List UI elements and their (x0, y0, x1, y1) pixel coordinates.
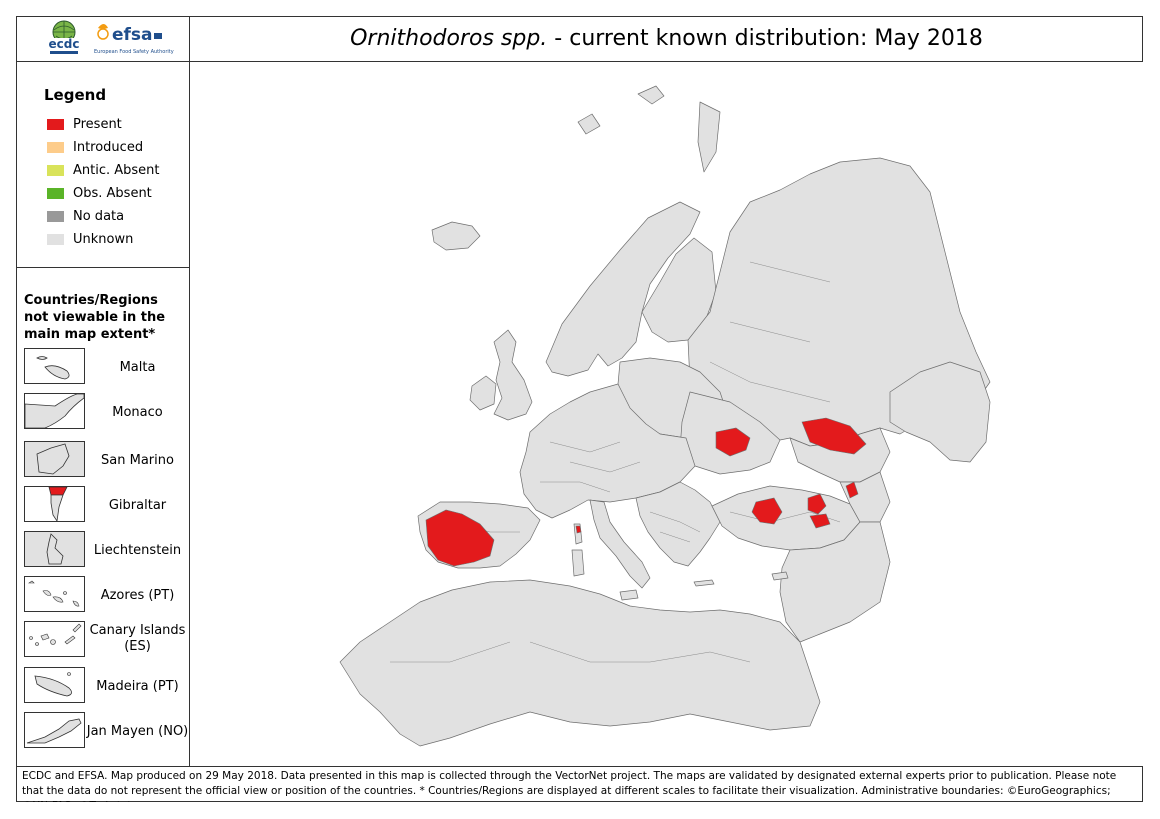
balkans (635, 481, 721, 567)
legend-label: Antic. Absent (73, 162, 160, 178)
present-regions (425, 417, 867, 567)
legend-label: Unknown (73, 231, 134, 247)
canary-islands-shape-icon (29, 623, 82, 646)
inset-box (24, 667, 85, 703)
sicily (619, 589, 639, 601)
europe-map (339, 85, 991, 747)
scandinavia (545, 201, 701, 377)
inset-label: Gibraltar (108, 498, 167, 513)
arctic-island-1 (637, 85, 665, 105)
map-title: Ornithodoros spp. - current known distri… (190, 16, 1143, 62)
legend-item-unknown: Unknown (47, 231, 133, 247)
north-africa (339, 579, 821, 747)
legend-swatch (47, 210, 64, 222)
footer-credits: ECDC and EFSA. Map produced on 29 May 20… (16, 766, 1143, 802)
present-east-turkey-2 (809, 513, 831, 529)
map-area[interactable] (190, 62, 1143, 766)
inset-azores: Azores (PT) (16, 576, 189, 616)
legend-label: Introduced (73, 139, 144, 155)
inset-label: Jan Mayen (NO) (86, 724, 189, 739)
legend-label: Present (73, 116, 122, 132)
legend-item-obs-absent: Obs. Absent (47, 185, 152, 201)
legend-item-present: Present (47, 116, 122, 132)
inset-label: Liechtenstein (93, 543, 182, 558)
inset-box (24, 531, 85, 567)
present-central-turkey (751, 497, 783, 525)
san-marino-shape-icon (25, 442, 84, 476)
legend-item-no-data: No data (47, 208, 124, 224)
inset-malta: Malta (16, 348, 189, 388)
legend-item-antic-absent: Antic. Absent (47, 162, 160, 178)
gibraltar-shape-icon (48, 487, 68, 521)
monaco-shape-icon (25, 394, 84, 428)
italy (589, 499, 651, 589)
inset-box (24, 576, 85, 612)
inset-liechtenstein: Liechtenstein (16, 531, 189, 571)
legend-label: No data (73, 208, 125, 224)
inset-jan-mayen: Jan Mayen (NO) (16, 712, 189, 752)
present-georgia (845, 481, 859, 499)
ireland (469, 375, 497, 411)
inset-canary-islands: Canary Islands (ES) (16, 621, 189, 661)
jan-mayen-shape-icon (26, 718, 82, 744)
great-britain (493, 329, 533, 421)
legend-swatch (47, 141, 64, 153)
title-rest: - current known distribution: May 2018 (547, 26, 983, 51)
inset-box (24, 621, 85, 657)
present-iberia (425, 509, 495, 567)
inset-san-marino: San Marino (16, 441, 189, 481)
inset-gibraltar: Gibraltar (16, 486, 189, 526)
legend-label: Obs. Absent (73, 185, 152, 201)
azores-shape-icon (28, 580, 80, 607)
inset-monaco: Monaco (16, 393, 189, 433)
legend-swatch (47, 187, 64, 199)
kazakhstan-west (889, 361, 991, 463)
title-species: Ornithodoros spp. (350, 26, 548, 51)
liechtenstein-shape-icon (25, 532, 84, 566)
land-regions (339, 85, 991, 747)
ecdc-logo: ecdc efsa European Food Safety Authority (44, 20, 174, 55)
inset-label: Canary Islands (ES) (89, 623, 186, 654)
cyprus (771, 571, 789, 581)
legend-item-introduced: Introduced (47, 139, 143, 155)
inset-madeira: Madeira (PT) (16, 667, 189, 707)
insets-heading: Countries/Regions not viewable in the ma… (24, 293, 166, 342)
present-corsica (575, 525, 582, 534)
ecdc-logo-text: ecdc (49, 37, 80, 51)
inset-label: San Marino (101, 453, 174, 468)
efsa-logo-text: efsa (112, 25, 153, 45)
present-south-russia (801, 417, 867, 455)
inset-label: Malta (119, 360, 156, 375)
inset-label: Madeira (PT) (96, 679, 179, 694)
inset-box (24, 441, 85, 477)
legend-swatch (47, 233, 64, 245)
inset-label: Azores (PT) (100, 588, 175, 603)
inset-label: Monaco (112, 405, 163, 420)
inset-box (24, 393, 85, 429)
present-east-turkey-1 (807, 493, 827, 515)
malta-shape-icon (36, 356, 70, 380)
sidebar: Legend Present Introduced Antic. Absent … (16, 62, 190, 766)
legend: Legend Present Introduced Antic. Absent … (16, 62, 189, 268)
logo-area: ecdc efsa European Food Safety Authority (16, 16, 190, 62)
middle-east (779, 521, 891, 643)
inset-box (24, 348, 85, 384)
crete (693, 579, 715, 587)
efsa-logo-subtext: European Food Safety Authority (94, 49, 174, 55)
present-ukraine-south (715, 427, 751, 457)
iceland (431, 221, 481, 251)
sardinia (571, 549, 585, 577)
arctic-island-2 (577, 113, 601, 135)
inset-box (24, 486, 85, 522)
madeira-shape-icon (34, 672, 72, 697)
inset-box (24, 712, 85, 748)
legend-swatch (47, 118, 64, 130)
legend-swatch (47, 164, 64, 176)
novaya-zemlya (697, 101, 721, 173)
legend-heading: Legend (44, 86, 107, 104)
